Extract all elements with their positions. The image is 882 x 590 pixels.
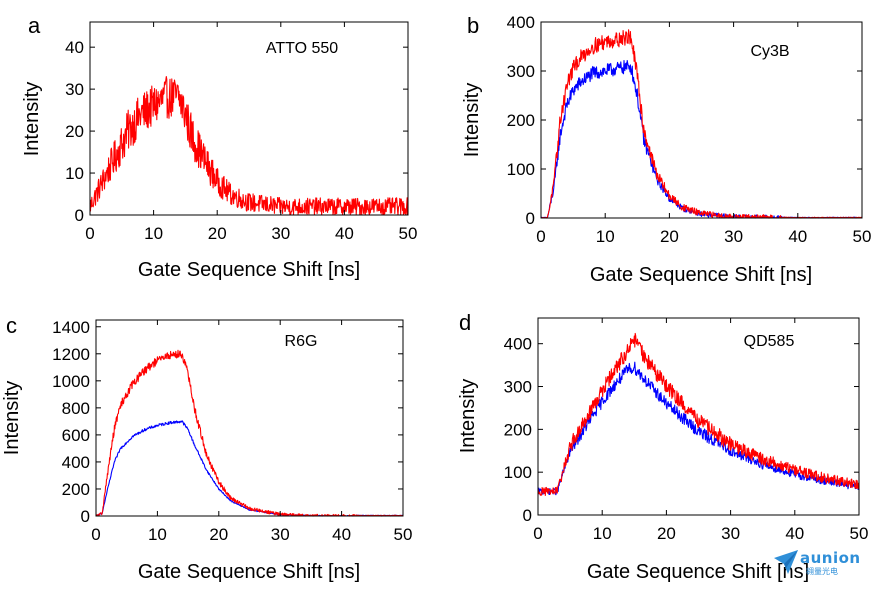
x-tick-label: 10 [148,525,167,544]
y-axis-label: Intensity [1,381,23,455]
x-tick-label: 50 [394,525,413,544]
y-tick-label: 200 [507,111,535,130]
x-tick-label: 0 [536,227,545,246]
x-tick-label: 10 [596,227,615,246]
x-tick-label: 0 [91,525,100,544]
plot-frame [89,21,409,216]
panel-d: 0 10 20 30 40 50 0 100 200 300 400 d QD585 Gate Seque… [457,310,868,583]
x-tick-label: 0 [85,224,94,243]
y-tick-label: 100 [507,160,535,179]
y-tick-label: 0 [526,209,535,228]
x-tick-label: 30 [721,524,740,543]
x-tick-label: 40 [788,227,807,246]
x-tick-label: 50 [399,224,418,243]
x-axis-label: Gate Sequence Shift [ns] [138,561,360,583]
y-tick-label: 10 [65,164,84,183]
series-red-line [540,29,863,219]
sample-annotation: QD585 [744,333,795,350]
x-tick-label: 20 [657,524,676,543]
x-tick-label: 30 [271,525,290,544]
panel-a: 0 10 20 30 40 50 0 10 20 30 40 a ATTO 550 Gate Sequen… [21,13,417,281]
panel-b: 0 10 20 30 40 50 0 100 200 300 400 b Cy3B Gate Sequen… [461,13,871,286]
y-tick-label: 300 [507,62,535,81]
y-axis-label: Intensity [21,82,43,156]
x-tick-label: 20 [209,525,228,544]
x-axis-label: Gate Sequence Shift [ns] [138,259,360,281]
series-red-line [95,349,404,517]
sample-annotation: R6G [285,333,318,350]
y-tick-label: 0 [75,206,84,225]
series-red-line [537,332,860,497]
y-tick-label: 30 [65,80,84,99]
x-tick-label: 50 [853,227,872,246]
y-axis-label: Intensity [457,379,479,453]
x-tick-label: 40 [785,524,804,543]
y-tick-label: 0 [523,506,532,525]
y-tick-label: 0 [81,507,90,526]
y-tick-label: 800 [62,399,90,418]
sample-annotation: ATTO 550 [266,40,338,57]
y-tick-label: 20 [65,122,84,141]
y-tick-label: 1400 [52,318,90,337]
x-axis-label: Gate Sequence Shift [ns] [587,561,809,583]
plot-frame [95,319,404,517]
x-tick-label: 40 [332,525,351,544]
x-tick-label: 10 [593,524,612,543]
panel-letter: d [459,310,471,335]
panel-letter: c [6,313,17,338]
series-blue-line [540,59,863,219]
panel-letter: b [467,13,479,38]
y-tick-label: 400 [507,13,535,32]
x-tick-label: 10 [144,224,163,243]
y-tick-label: 400 [62,453,90,472]
x-axis-label: Gate Sequence Shift [ns] [590,264,812,286]
panel-c: 0 10 20 30 40 50 0 200 400 600 800 1000 1200 1400 c R6G… [1,313,412,583]
y-tick-label: 600 [62,426,90,445]
paper-plane-logo-icon [774,550,798,574]
y-tick-label: 1000 [52,372,90,391]
x-tick-label: 50 [850,524,869,543]
watermark-subtext: 翱量光电 [806,567,838,576]
x-tick-label: 40 [335,224,354,243]
series-red-line [89,76,409,216]
sample-annotation: Cy3B [750,43,789,60]
watermark: aunion 翱量光电 [772,548,876,578]
y-tick-label: 300 [504,378,532,397]
panel-letter: a [28,13,41,38]
y-tick-label: 100 [504,463,532,482]
x-tick-label: 30 [271,224,290,243]
y-tick-label: 1200 [52,345,90,364]
y-tick-label: 400 [504,335,532,354]
x-tick-label: 0 [533,524,542,543]
y-tick-label: 200 [504,420,532,439]
watermark-text: aunion [800,549,861,567]
x-tick-label: 20 [208,224,227,243]
x-tick-label: 30 [724,227,743,246]
x-tick-label: 20 [660,227,679,246]
y-tick-label: 40 [65,38,84,57]
series-blue-line [95,420,404,517]
y-tick-label: 200 [62,480,90,499]
plot-frame [537,317,860,516]
y-axis-label: Intensity [461,83,483,157]
